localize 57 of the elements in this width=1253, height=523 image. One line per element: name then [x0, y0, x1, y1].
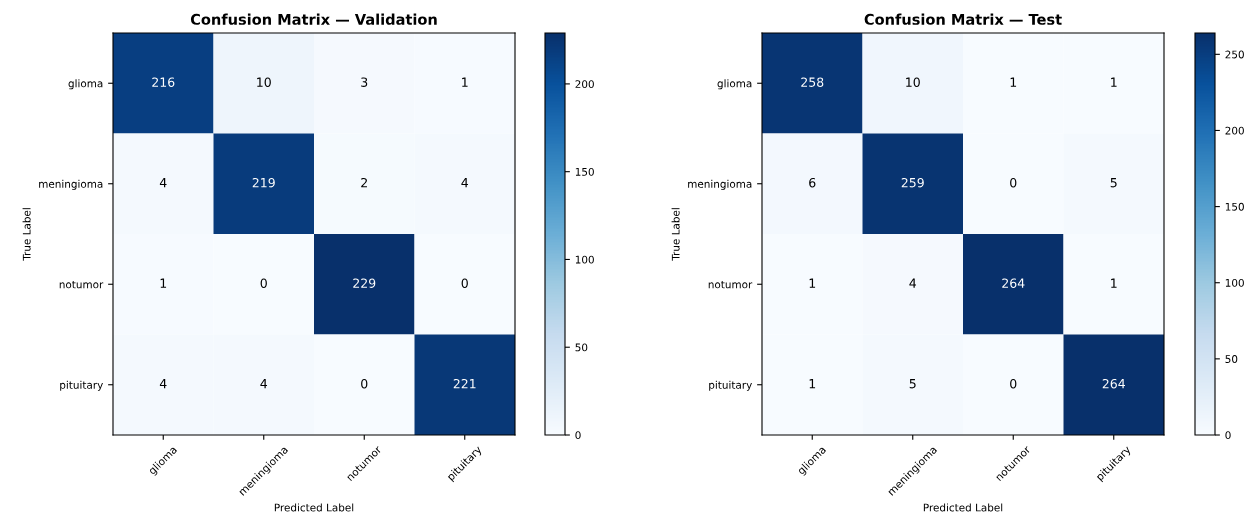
data-label: 216 [152, 77, 175, 87]
data-label: 5 [1110, 178, 1117, 188]
data-label: 6 [809, 177, 816, 188]
x-axis-title: Predicted Label [923, 503, 1003, 512]
data-label: 2 [361, 177, 367, 188]
data-label: 1 [1111, 77, 1117, 87]
y-tick-label: glioma [68, 79, 103, 90]
y-tick-label: pituitary [709, 380, 752, 391]
data-label: 264 [1102, 378, 1125, 389]
data-label: 0 [361, 378, 368, 389]
y-tick-label: notumor [59, 280, 104, 289]
data-label: 4 [159, 379, 167, 389]
chart-title: Confusion Matrix — Test [864, 13, 1062, 25]
data-label: 258 [801, 77, 824, 87]
data-label: 259 [901, 177, 924, 188]
data-label: 1 [809, 278, 816, 288]
data-label: 1 [809, 379, 816, 389]
x-axis-title: Predicted Label [274, 503, 354, 512]
data-label: 1 [1111, 278, 1117, 288]
data-label: 0 [260, 278, 267, 288]
data-label: 4 [159, 178, 167, 188]
y-tick-label: meningioma [39, 179, 103, 190]
data-label: 1 [160, 278, 167, 288]
y-axis-title: True Label [671, 208, 680, 261]
data-label: 264 [1002, 278, 1025, 288]
chart-title: Confusion Matrix — Validation [190, 13, 437, 25]
data-label: 10 [257, 77, 271, 87]
data-label: 1 [1010, 77, 1017, 87]
data-label: 4 [260, 379, 268, 389]
data-label: 4 [461, 178, 469, 188]
data-label: 0 [1010, 177, 1017, 188]
color-bar-label: 0 [575, 431, 581, 440]
data-label: 0 [1010, 378, 1017, 389]
data-label: 221 [453, 378, 476, 389]
y-tick-label: notumor [708, 280, 753, 289]
color-bar-label: 150 [575, 167, 594, 176]
data-label: 219 [252, 177, 275, 188]
data-label: 4 [909, 278, 917, 288]
color-bar-label: 250 [1225, 50, 1244, 59]
data-label: 1 [462, 77, 468, 87]
color-bar-label: 200 [1225, 126, 1244, 135]
y-tick-label: pituitary [60, 380, 103, 391]
y-tick-label: meningioma [688, 179, 752, 190]
data-label: 0 [461, 278, 468, 288]
color-bar-label: 150 [1225, 202, 1244, 211]
y-tick-label: glioma [717, 79, 752, 90]
color-bar-label: 0 [1225, 431, 1231, 440]
color-bar-label: 50 [1225, 355, 1238, 363]
y-axis-title: True Label [22, 208, 31, 261]
data-label: 10 [906, 77, 920, 87]
data-label: 3 [361, 77, 368, 87]
data-label: 229 [353, 278, 376, 288]
color-bar-label: 100 [1225, 278, 1244, 287]
color-bar-label: 200 [575, 80, 594, 89]
color-bar-label: 50 [575, 343, 588, 352]
color-bar-label: 100 [575, 255, 594, 264]
data-label: 5 [909, 379, 916, 389]
